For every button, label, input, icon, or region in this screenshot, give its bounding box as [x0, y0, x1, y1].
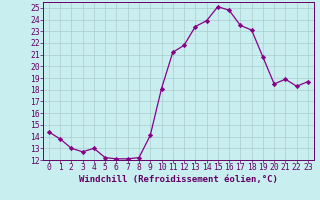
X-axis label: Windchill (Refroidissement éolien,°C): Windchill (Refroidissement éolien,°C): [79, 175, 278, 184]
